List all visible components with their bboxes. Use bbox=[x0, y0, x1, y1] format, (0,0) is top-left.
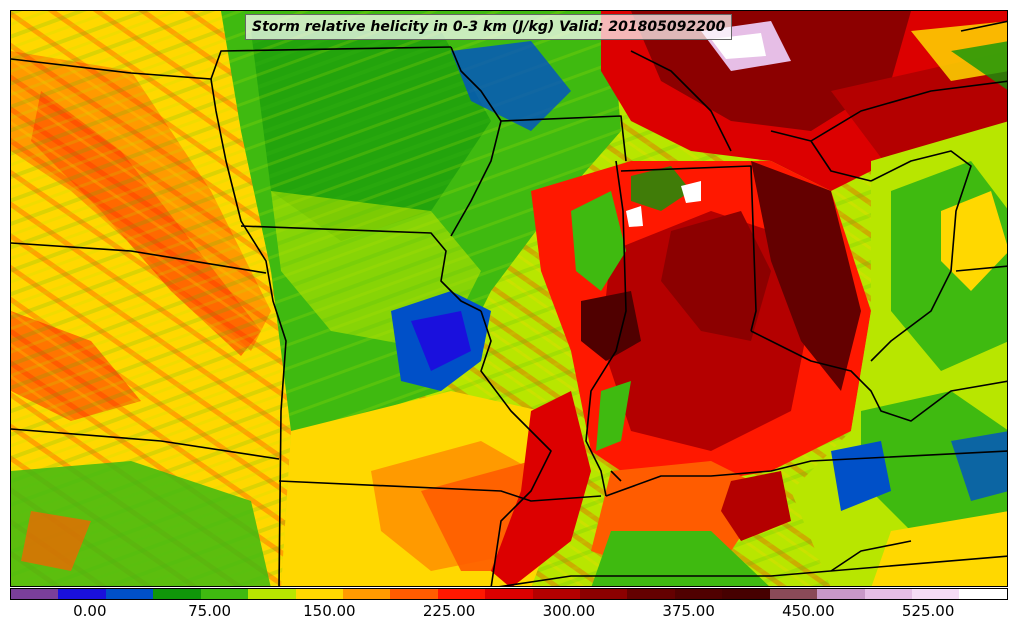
colorbar-segment bbox=[153, 589, 201, 599]
colorbar-segment bbox=[627, 589, 675, 599]
colorbar-segment bbox=[959, 589, 1007, 599]
colorbar-segment bbox=[722, 589, 770, 599]
colorbar-segment bbox=[580, 589, 628, 599]
colorbar-segment bbox=[485, 589, 533, 599]
helicity-contours bbox=[11, 11, 1007, 586]
colorbar-tick-label: 300.00 bbox=[542, 602, 596, 620]
colorbar-tick-label: 450.00 bbox=[782, 602, 835, 620]
colorbar-ticks: 0.00 75.00 150.00 225.00 300.00 375.00 450.00 5… bbox=[10, 602, 1008, 626]
colorbar-segment bbox=[674, 589, 723, 599]
colorbar-segment bbox=[532, 589, 581, 599]
colorbar-segment bbox=[295, 589, 343, 599]
state-borders bbox=[11, 20, 1007, 586]
colorbar-tick-label: 525.00 bbox=[901, 602, 955, 620]
helicity-field-map bbox=[11, 11, 1007, 586]
colorbar-segment bbox=[200, 589, 249, 599]
colorbar-tick-label: 150.00 bbox=[303, 602, 356, 620]
colorbar-segment bbox=[58, 589, 106, 599]
colorbar-segment bbox=[437, 589, 486, 599]
colorbar-segment bbox=[248, 589, 296, 599]
colorbar-segment bbox=[769, 589, 818, 599]
colorbar-segment bbox=[390, 589, 438, 599]
colorbar-segment bbox=[11, 589, 59, 599]
colorbar-tick-label: 0.00 bbox=[73, 602, 107, 620]
colorbar bbox=[10, 588, 1008, 600]
colorbar-tick-label: 375.00 bbox=[662, 602, 715, 620]
colorbar-segment bbox=[105, 589, 154, 599]
colorbar-tick-label: 225.00 bbox=[422, 602, 476, 620]
colorbar-segment bbox=[912, 589, 960, 599]
colorbar-tick-label: 75.00 bbox=[188, 602, 232, 620]
map-title: Storm relative helicity in 0-3 km (J/kg)… bbox=[245, 14, 733, 40]
colorbar-segment bbox=[864, 589, 913, 599]
colorbar-segment bbox=[342, 589, 391, 599]
map-panel bbox=[10, 10, 1008, 587]
colorbar-segment bbox=[817, 589, 865, 599]
